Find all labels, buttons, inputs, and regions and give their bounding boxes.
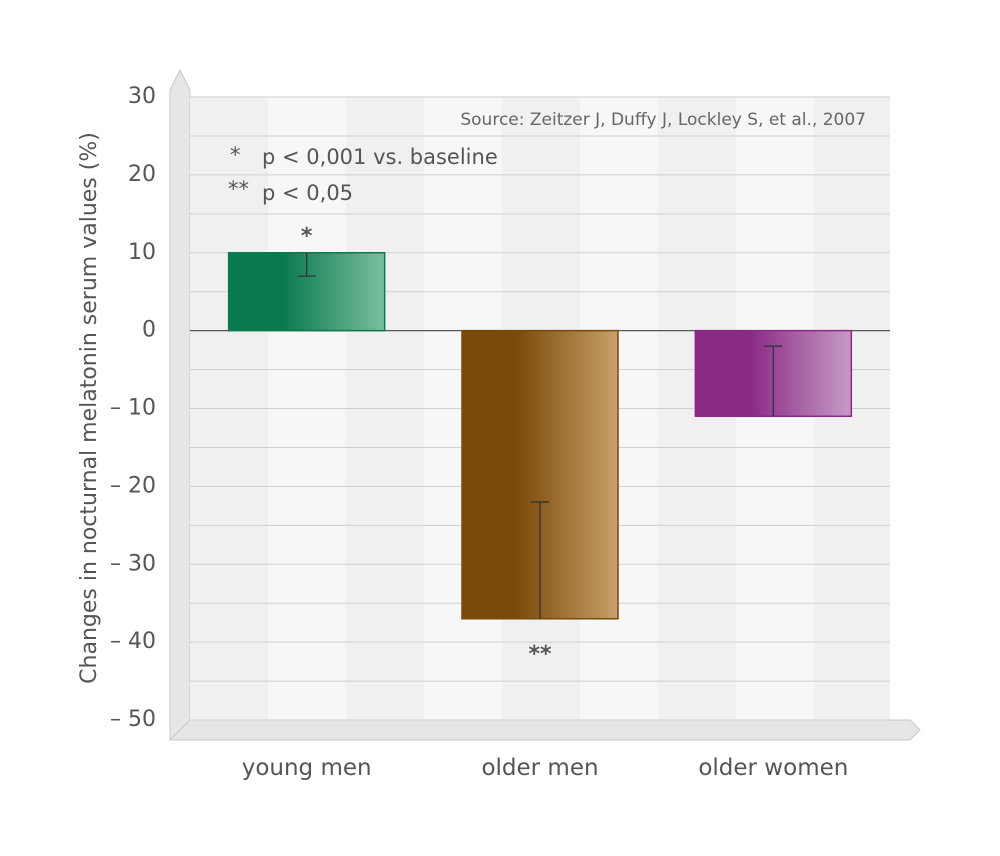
y-tick-label: – 50 [110,707,156,732]
y-tick-label: – 20 [110,473,156,498]
category-labels: young men older men older women [242,755,849,781]
legend-symbol-1: * [230,143,241,167]
y-tick-label: 20 [128,162,156,187]
significance-markers: *** [301,224,552,667]
y-tick-labels: 30 20 10 0 – 10 – 20 – 30 – 40 – 50 [110,84,156,732]
y-tick-label: 0 [142,318,156,343]
significance-marker: * [301,224,313,249]
legend-symbol-2: ** [228,177,249,201]
source-note: Source: Zeitzer J, Duffy J, Lockley S, e… [460,110,866,130]
x-axis-floor [168,719,921,741]
legend-text-2: p < 0,05 [262,181,353,205]
y-tick-label: 10 [128,240,156,265]
significance-marker: ** [528,642,552,667]
significance-legend: * p < 0,001 vs. baseline ** p < 0,05 [228,143,498,205]
category-label: older men [481,755,598,781]
y-tick-label: – 30 [110,551,156,576]
y-axis-wall [169,68,191,742]
y-tick-label: – 10 [110,396,156,421]
bars [227,252,853,620]
error-bars [297,252,783,619]
category-label: older women [698,755,848,781]
y-tick-label: 30 [128,84,156,109]
y-axis-label: Changes in nocturnal melatonin serum val… [77,132,102,684]
legend-text-1: p < 0,001 vs. baseline [262,145,498,169]
y-tick-label: – 40 [110,629,156,654]
category-label: young men [242,755,372,781]
